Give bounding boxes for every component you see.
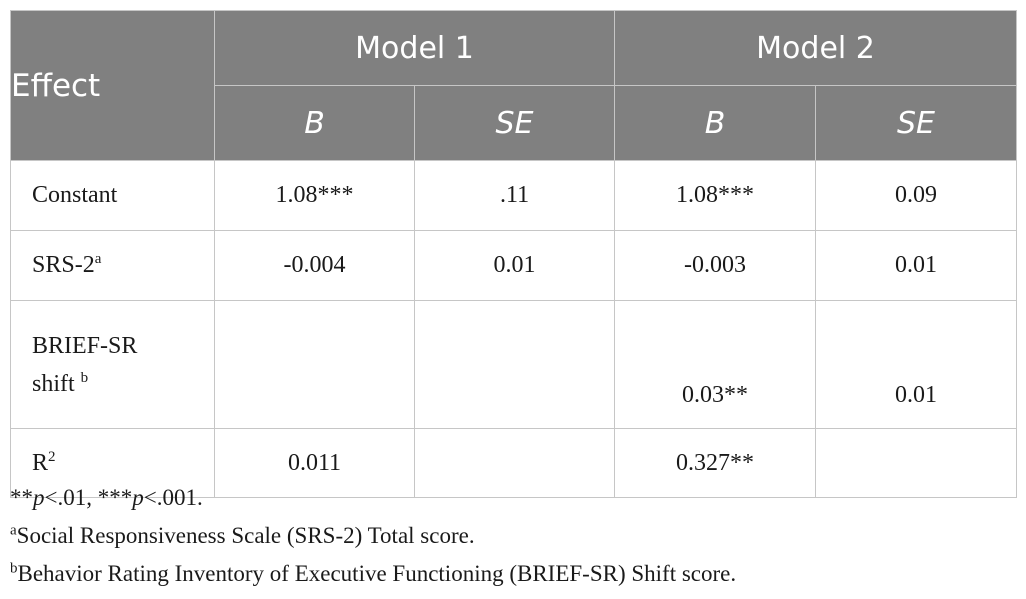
table-row-r-squared: R2 0.011 0.327** [10,428,1018,498]
regression-table: Effect Model 1 Model 2 B SE B SE Constan… [10,10,1018,498]
cell-model2-se [815,428,1018,498]
table-header: Effect Model 1 Model 2 B SE B SE [10,10,1018,161]
table-row-brief-sr-shift: BRIEF-SR shift b 0.03** 0.01 [10,300,1018,429]
significance-note: **p<.01, ***p<.001. [10,483,736,521]
header-model2-se: SE [815,85,1018,161]
row-label-cell: BRIEF-SR shift b [10,300,215,429]
header-model-2: Model 2 [614,10,1018,86]
cell-model1-b: -0.004 [214,230,415,301]
cell-model2-b: 0.327** [614,428,817,498]
header-effect: Effect [10,10,215,161]
row-label-cell: R2 [10,428,215,498]
header-model2-b: B [614,85,817,161]
footnote-a-marker: a [10,522,17,539]
table-row-constant: Constant 1.08*** .11 1.08*** 0.09 [10,160,1018,231]
stars-three: *** [97,485,133,510]
cell-model2-se: 0.01 [815,230,1018,301]
row-label-line1: BRIEF-SR [32,332,138,359]
header-model-1: Model 1 [213,10,616,86]
cell-model2-se: 0.01 [815,300,1018,429]
row-label-cell: SRS-2a [10,230,215,301]
table-row-srs2: SRS-2a -0.004 0.01 -0.003 0.01 [10,230,1018,301]
cell-model2-se: 0.09 [815,160,1018,231]
cell-model1-se [413,300,616,429]
footnote-b-marker: b [10,560,18,577]
footnote-marker-b: b [80,369,89,386]
threshold-001: <.001. [143,485,203,510]
row-label: SRS-2 [32,252,95,278]
footnote-a: aSocial Responsiveness Scale (SRS-2) Tot… [10,521,736,559]
footnote-b-text: Behavior Rating Inventory of Executive F… [17,561,737,586]
cell-model1-b: 0.011 [214,428,415,498]
p-symbol: p [132,485,144,510]
cell-model1-se [413,428,616,498]
footnote-b: bBehavior Rating Inventory of Executive … [10,559,736,597]
cell-model2-b: 0.03** [614,300,817,429]
threshold-01: <.01, [44,485,98,510]
footnote-a-text: Social Responsiveness Scale (SRS-2) Tota… [16,523,475,548]
row-label-line2: shift [32,370,81,397]
row-label: R [32,449,49,476]
cell-model1-se: 0.01 [413,230,616,301]
header-model1-b: B [214,85,415,161]
superscript-2: 2 [48,448,56,465]
cell-model1-b [214,300,415,429]
header-model1-se: SE [413,85,616,161]
table-body: Constant 1.08*** .11 1.08*** 0.09 SRS-2a… [10,160,1018,498]
cell-model1-b: 1.08*** [214,160,415,231]
cell-model2-b: -0.003 [614,230,817,301]
row-label: Constant [10,160,215,231]
footnote-marker-a: a [94,251,102,267]
p-symbol: p [33,485,45,510]
cell-model1-se: .11 [413,160,616,231]
table-footnotes: **p<.01, ***p<.001. aSocial Responsivene… [10,483,736,597]
stars-two: ** [10,485,33,510]
cell-model2-b: 1.08*** [614,160,817,231]
